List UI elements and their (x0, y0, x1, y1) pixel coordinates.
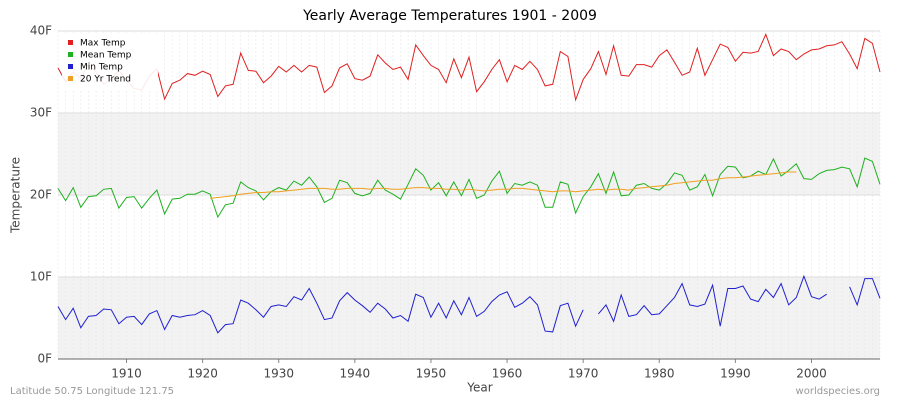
x-tick-label: 1910 (111, 367, 142, 381)
legend-swatch (68, 52, 73, 57)
plot-band (58, 113, 880, 195)
legend-swatch (68, 40, 73, 45)
legend-label: Min Temp (80, 63, 123, 73)
x-tick-label: 1970 (568, 367, 599, 381)
legend-swatch (68, 64, 73, 69)
x-tick-label: 1950 (416, 367, 447, 381)
footer-right: worldspecies.org (796, 386, 880, 397)
x-tick-label: 1920 (187, 367, 218, 381)
footer-left: Latitude 50.75 Longitude 121.75 (10, 386, 174, 397)
y-tick-label: 0F (37, 352, 52, 366)
x-tick-label: 1980 (644, 367, 675, 381)
plot-band (58, 277, 880, 359)
y-tick-label: 30F (30, 106, 52, 120)
x-tick-label: 1960 (492, 367, 523, 381)
x-tick-label: 2000 (796, 367, 827, 381)
series-line (57, 274, 881, 334)
y-tick-label: 10F (30, 270, 52, 284)
legend-box (62, 33, 158, 91)
legend-label: Mean Temp (80, 51, 132, 61)
legend-label: 20 Yr Trend (80, 75, 131, 85)
chart-title: Yearly Average Temperatures 1901 - 2009 (302, 8, 597, 24)
x-axis-label: Year (466, 381, 492, 395)
x-tick-label: 1940 (340, 367, 371, 381)
x-tick-label: 1930 (263, 367, 294, 381)
y-axis-label: Temperature (9, 157, 23, 234)
series-line (57, 157, 881, 219)
series-line (210, 171, 797, 199)
y-tick-label: 40F (30, 24, 52, 38)
y-tick-label: 20F (30, 188, 52, 202)
legend-swatch (68, 76, 73, 81)
series-line (57, 32, 881, 102)
x-tick-label: 1990 (720, 367, 751, 381)
legend-label: Max Temp (80, 39, 126, 49)
